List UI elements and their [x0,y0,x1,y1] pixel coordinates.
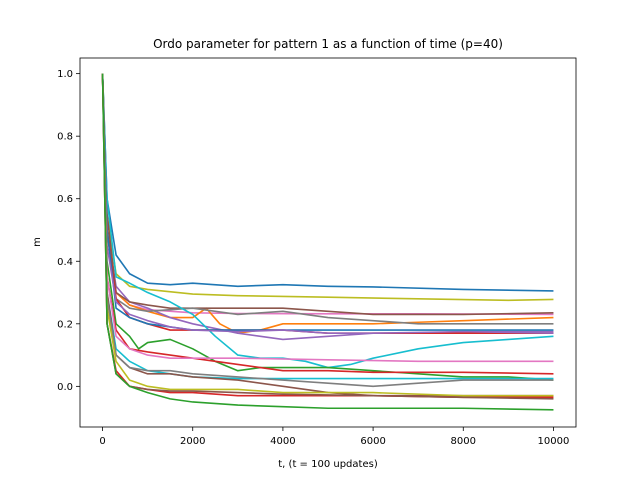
x-axis: 0 2000 4000 6000 8000 10000 [99,427,569,447]
series-line-11 [101,73,554,334]
x-tick-label: 8000 [451,436,476,447]
x-axis-label: t, (t = 100 updates) [278,459,378,470]
y-tick-label: 0.2 [57,319,73,330]
x-tick-label: 2000 [180,436,205,447]
chart-title: Ordo parameter for pattern 1 as a functi… [153,37,503,51]
series-line-17 [101,73,554,388]
series-line-14 [101,73,554,363]
x-tick-label: 10000 [538,436,570,447]
x-tick-label: 4000 [270,436,295,447]
series-layer [101,73,554,411]
series-line-7 [101,73,554,325]
y-tick-label: 0.4 [57,257,73,268]
series-line-4 [101,73,554,334]
y-tick-label: 0.0 [57,382,73,393]
y-axis: 0.0 0.2 0.4 0.6 0.8 1.0 [57,69,80,393]
x-tick-label: 6000 [360,436,385,447]
series-line-12 [101,73,554,381]
x-tick-label: 0 [99,436,105,447]
y-tick-label: 0.8 [57,132,73,143]
series-line-6 [101,73,554,316]
series-line-1 [101,73,554,292]
y-tick-label: 1.0 [57,69,73,80]
y-axis-label: m [32,237,43,247]
series-line-21 [101,73,554,411]
plot-frame [79,57,577,428]
y-tick-label: 0.6 [57,194,73,205]
series-line-18 [101,73,554,397]
